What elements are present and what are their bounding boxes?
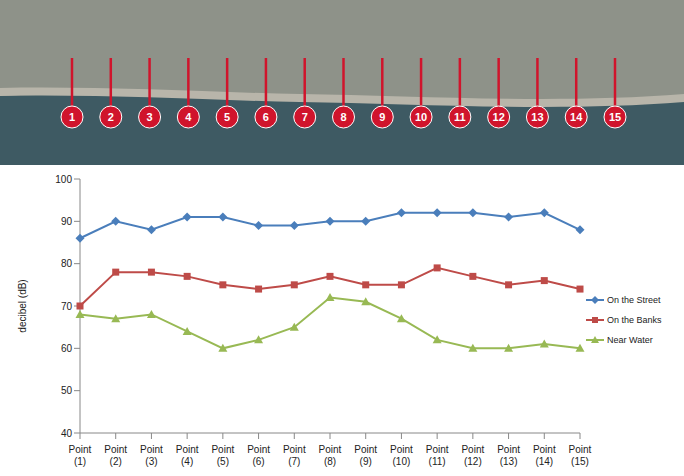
html-text:On the Street: On the Street	[607, 295, 661, 305]
svg-text:100: 100	[55, 174, 72, 185]
html-text:On the Banks: On the Banks	[607, 315, 662, 325]
svg-text:60: 60	[61, 343, 73, 354]
svg-text:12: 12	[493, 111, 505, 123]
svg-text:Point(11): Point(11)	[426, 444, 449, 467]
svg-text:Point(12): Point(12)	[461, 444, 484, 467]
svg-text:1: 1	[69, 111, 75, 123]
svg-text:Point(1): Point(1)	[69, 444, 92, 467]
svg-text:5: 5	[224, 111, 230, 123]
svg-text:11: 11	[454, 111, 466, 123]
svg-text:Point(6): Point(6)	[247, 444, 270, 467]
svg-text:70: 70	[61, 301, 73, 312]
svg-text:2: 2	[108, 111, 114, 123]
svg-text:Point(7): Point(7)	[283, 444, 306, 467]
svg-text:Point(10): Point(10)	[390, 444, 413, 467]
svg-text:Point(13): Point(13)	[497, 444, 520, 467]
svg-text:13: 13	[531, 111, 543, 123]
svg-text:Point(2): Point(2)	[104, 444, 127, 467]
svg-text:15: 15	[609, 111, 621, 123]
svg-text:14: 14	[570, 111, 583, 123]
svg-text:40: 40	[61, 428, 73, 439]
svg-text:decibel (dB): decibel (dB)	[17, 279, 28, 332]
svg-text:4: 4	[185, 111, 192, 123]
svg-text:90: 90	[61, 216, 73, 227]
html-text:Near Water: Near Water	[607, 335, 653, 345]
svg-text:Point(3): Point(3)	[140, 444, 163, 467]
svg-text:3: 3	[147, 111, 153, 123]
svg-text:Point(14): Point(14)	[533, 444, 556, 467]
svg-text:Point(5): Point(5)	[211, 444, 234, 467]
svg-text:50: 50	[61, 385, 73, 396]
svg-text:Point(9): Point(9)	[354, 444, 377, 467]
svg-text:8: 8	[340, 111, 346, 123]
svg-text:6: 6	[263, 111, 269, 123]
svg-text:80: 80	[61, 258, 73, 269]
svg-text:Point(4): Point(4)	[176, 444, 199, 467]
svg-text:7: 7	[302, 111, 308, 123]
svg-text:Point(8): Point(8)	[319, 444, 342, 467]
svg-text:9: 9	[379, 111, 385, 123]
svg-text:Point(15): Point(15)	[569, 444, 592, 467]
svg-text:10: 10	[415, 111, 427, 123]
